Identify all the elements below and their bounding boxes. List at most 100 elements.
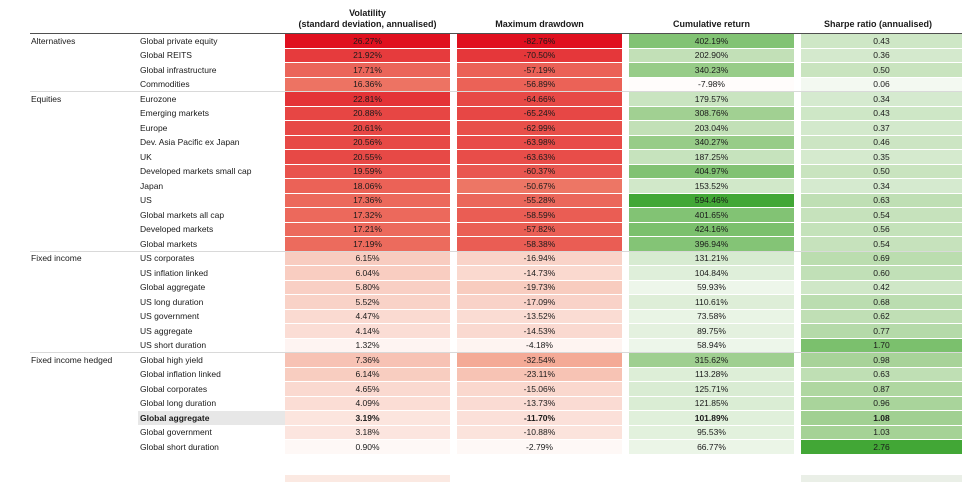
value-cell: 7.36% <box>285 353 457 367</box>
table-row: Emerging markets 20.88% -65.24% 308.76% 0.43 <box>30 106 962 120</box>
asset-name: US corporates <box>140 253 195 264</box>
table-row: Global corporates 4.65% -15.06% 125.71% 0.87 <box>30 382 962 396</box>
table-row: Europe 20.61% -62.99% 203.04% 0.37 <box>30 121 962 135</box>
value-cell: -14.53% <box>457 324 629 338</box>
value-cell: 401.65% <box>629 208 801 222</box>
value-cell: 402.19% <box>629 34 801 48</box>
value-cell: 2.76 <box>801 440 962 454</box>
value-cell: 0.36 <box>801 48 962 62</box>
value-cell: 89.75% <box>629 324 801 338</box>
value-cell: 0.54 <box>801 237 962 251</box>
value-cell: 110.61% <box>629 295 801 309</box>
asset-class-group: Alternatives Global private equity 26.27% -… <box>30 34 962 91</box>
value-cell: 4.09% <box>285 396 457 410</box>
value-cell: 308.76% <box>629 106 801 120</box>
column-header-volatility-subtitle: (standard deviation, annualised) <box>298 19 437 29</box>
column-header-volatility: Volatility (standard deviation, annualis… <box>285 8 457 30</box>
value-cell: 0.50 <box>801 164 962 178</box>
value-cell: 6.15% <box>285 251 457 265</box>
value-cell: 131.21% <box>629 251 801 265</box>
asset-name: US government <box>140 311 200 322</box>
value-cell: 21.92% <box>285 48 457 62</box>
value-cell: -14.73% <box>457 266 629 280</box>
asset-name: Dev. Asia Pacific ex Japan <box>140 137 240 148</box>
asset-name: Global infrastructure <box>140 64 217 75</box>
asset-class-group: Fixed income US corporates 6.15% -16.94% 131… <box>30 250 962 352</box>
table-row: Global markets all cap 17.32% -58.59% 401.6… <box>30 208 962 222</box>
table-row: Global short duration 0.90% -2.79% 66.77% 2.… <box>30 440 962 454</box>
asset-name: US long duration <box>140 296 204 307</box>
table-row: Developed markets 17.21% -57.82% 424.16% 0.5… <box>30 222 962 236</box>
asset-name: Commodities <box>140 79 190 90</box>
asset-name: Global aggregate <box>138 411 285 425</box>
value-cell: 17.21% <box>285 222 457 236</box>
asset-name: Global private equity <box>140 35 218 46</box>
value-cell: 340.27% <box>629 135 801 149</box>
value-cell: -11.70% <box>457 411 629 425</box>
value-cell: 20.88% <box>285 106 457 120</box>
value-cell: 0.35 <box>801 150 962 164</box>
value-cell: 22.81% <box>285 92 457 106</box>
value-cell: 6.04% <box>285 266 457 280</box>
value-cell: 95.53% <box>629 425 801 439</box>
value-cell: -63.63% <box>457 150 629 164</box>
value-cell: -13.73% <box>457 396 629 410</box>
value-cell: 1.32% <box>285 338 457 352</box>
value-cell: -7.98% <box>629 77 801 91</box>
asset-name: US <box>140 195 152 206</box>
table-row: Global aggregate 3.19% -11.70% 101.89% 1.08 <box>30 411 962 425</box>
table-row: Dev. Asia Pacific ex Japan 20.56% -63.98% 3… <box>30 135 962 149</box>
table-row: Commodities 16.36% -56.89% -7.98% 0.06 <box>30 77 962 91</box>
table-row: Global infrastructure 17.71% -57.19% 340.23… <box>30 63 962 77</box>
value-cell: 104.84% <box>629 266 801 280</box>
table-header-row: Volatility (standard deviation, annualis… <box>30 8 962 34</box>
value-cell: 315.62% <box>629 353 801 367</box>
value-cell: -58.59% <box>457 208 629 222</box>
value-cell: 20.55% <box>285 150 457 164</box>
value-cell: 17.19% <box>285 237 457 251</box>
value-cell: -17.09% <box>457 295 629 309</box>
value-cell: -15.06% <box>457 382 629 396</box>
value-cell: -63.98% <box>457 135 629 149</box>
table-row: UK 20.55% -63.63% 187.25% 0.35 <box>30 150 962 164</box>
table-row: US 17.36% -55.28% 594.46% 0.63 <box>30 193 962 207</box>
value-cell: 20.61% <box>285 121 457 135</box>
asset-name: Global inflation linked <box>140 369 221 380</box>
value-cell: 4.14% <box>285 324 457 338</box>
value-cell: 0.69 <box>801 251 962 265</box>
value-cell: 4.65% <box>285 382 457 396</box>
value-cell: 17.71% <box>285 63 457 77</box>
value-cell: 179.57% <box>629 92 801 106</box>
value-cell: -70.50% <box>457 48 629 62</box>
table-body: Alternatives Global private equity 26.27% -… <box>30 34 962 454</box>
value-cell: 19.59% <box>285 164 457 178</box>
value-cell: 1.08 <box>801 411 962 425</box>
value-cell: 0.43 <box>801 34 962 48</box>
group-label: Alternatives <box>31 35 76 46</box>
value-cell: 404.97% <box>629 164 801 178</box>
value-cell: -19.73% <box>457 280 629 294</box>
value-cell: -50.67% <box>457 179 629 193</box>
asset-class-group: Equities Eurozone 22.81% -64.66% 179.57% 0.34… <box>30 91 962 251</box>
asset-name: Global long duration <box>140 398 217 409</box>
asset-name: Global markets all cap <box>140 209 225 220</box>
asset-performance-table: Volatility (standard deviation, annualis… <box>30 8 962 454</box>
table-row: Japan 18.06% -50.67% 153.52% 0.34 <box>30 179 962 193</box>
value-cell: -13.52% <box>457 309 629 323</box>
value-cell: -55.28% <box>457 193 629 207</box>
asset-name: Developed markets <box>140 224 214 235</box>
value-cell: 340.23% <box>629 63 801 77</box>
table-row: Equities Eurozone 22.81% -64.66% 179.57% 0.34 <box>30 92 962 106</box>
value-cell: 3.18% <box>285 425 457 439</box>
value-cell: -64.66% <box>457 92 629 106</box>
value-cell: 18.06% <box>285 179 457 193</box>
value-cell: 0.77 <box>801 324 962 338</box>
cropped-next-row-fragment-volatility <box>285 475 450 482</box>
table-row: Alternatives Global private equity 26.27% -… <box>30 34 962 48</box>
table-row: Global REITS 21.92% -70.50% 202.90% 0.36 <box>30 48 962 62</box>
asset-name: Eurozone <box>140 93 177 104</box>
value-cell: 0.96 <box>801 396 962 410</box>
asset-name: US aggregate <box>140 325 193 336</box>
value-cell: 73.58% <box>629 309 801 323</box>
